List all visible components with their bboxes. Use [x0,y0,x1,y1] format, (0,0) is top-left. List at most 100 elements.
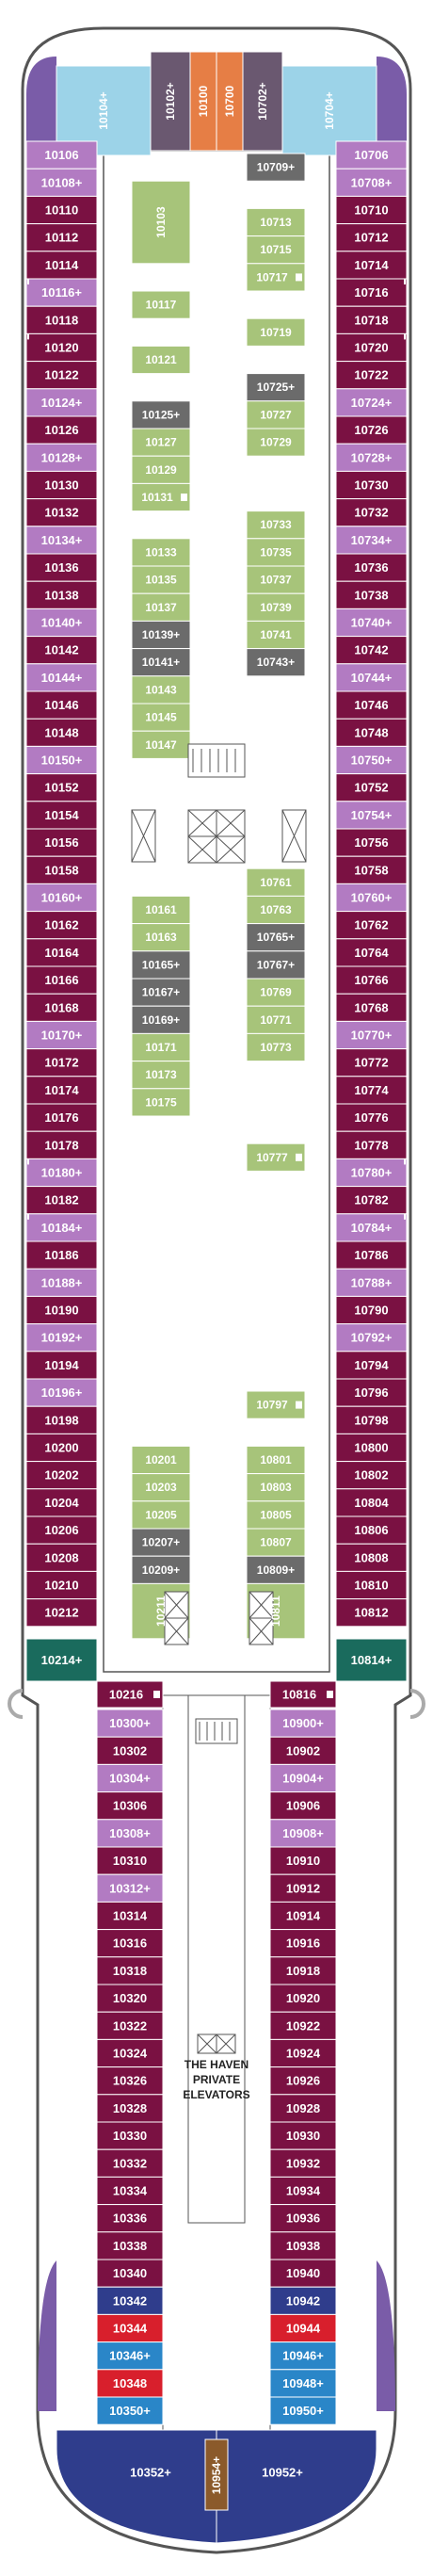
cabin-box[interactable] [335,690,408,720]
cabin-box[interactable] [335,498,408,527]
cabin-10182[interactable] [25,1186,98,1215]
cabin-box[interactable] [131,1005,191,1034]
cabin-10174[interactable] [25,1076,98,1105]
cabin-10727[interactable] [246,400,306,429]
cabin-box[interactable] [335,1638,408,1682]
cabin-10330[interactable] [96,2121,164,2150]
cabin-box[interactable] [96,2148,164,2178]
cabin-10776[interactable] [335,1103,408,1132]
cabin-box[interactable] [335,1103,408,1132]
cabin-10722[interactable] [335,361,408,390]
cabin-10758[interactable] [335,855,408,884]
cabin-10713[interactable] [246,207,306,237]
cabin-box[interactable] [246,1555,306,1584]
cabin-box[interactable] [269,1763,337,1793]
cabin-box[interactable] [25,1130,98,1159]
cabin-box[interactable] [335,168,408,197]
cabin-box[interactable] [335,636,408,665]
cabin-box[interactable] [246,1142,306,1172]
cabin-10812[interactable] [335,1598,408,1628]
cabin-box[interactable] [96,2094,164,2123]
cabin-10108[interactable] [25,168,98,197]
cabin-10139[interactable] [131,620,191,650]
cabin-box[interactable] [246,1390,306,1419]
cabin-10136[interactable] [25,553,98,582]
cabin-10126[interactable] [25,415,98,445]
cabin-box[interactable] [269,2341,337,2371]
cabin-box[interactable] [25,1598,98,1628]
cabin-box[interactable] [246,1032,306,1062]
cabin-10732[interactable] [335,498,408,527]
cabin-box[interactable] [25,1076,98,1105]
cabin-box[interactable] [25,1515,98,1545]
cabin-10172[interactable] [25,1048,98,1077]
cabin-box[interactable] [96,2204,164,2233]
cabin-box[interactable] [269,2231,337,2260]
cabin-10767[interactable] [246,950,306,980]
cabin-box[interactable] [269,2066,337,2096]
cabin-10202[interactable] [25,1461,98,1490]
cabin-10920[interactable] [269,1984,337,2013]
cabin-box[interactable] [246,565,306,594]
cabin-box[interactable] [96,2259,164,2288]
cabin-10130[interactable] [25,470,98,500]
cabin-box[interactable] [25,332,98,363]
cabin-10214[interactable] [25,1638,98,1682]
cabin-10940[interactable] [269,2259,337,2288]
cabin-10934[interactable] [269,2176,337,2206]
cabin-box[interactable] [269,1846,337,1875]
cabin-10332[interactable] [96,2148,164,2178]
cabin-10730[interactable] [335,470,408,500]
cabin-10104[interactable] [56,65,152,156]
cabin-box[interactable] [269,1929,337,1958]
cabin-10918[interactable] [269,1956,337,1985]
cabin-box[interactable] [335,1048,408,1077]
cabin-box[interactable] [131,565,191,594]
cabin-10944[interactable] [269,2313,337,2343]
cabin-box[interactable] [96,1984,164,2013]
cabin-box[interactable] [25,828,98,857]
cabin-10922[interactable] [269,2011,337,2040]
cabin-box[interactable] [246,153,306,182]
cabin-10188[interactable] [25,1268,98,1297]
cabin-10212[interactable] [25,1598,98,1628]
cabin-box[interactable] [269,2121,337,2150]
cabin-10928[interactable] [269,2094,337,2123]
cabin-box[interactable] [96,2313,164,2343]
cabin-box[interactable] [25,443,98,472]
cabin-box[interactable] [269,1709,337,1738]
cabin-box[interactable] [335,1323,408,1353]
cabin-10761[interactable] [246,867,306,897]
cabin-box[interactable] [246,950,306,980]
cabin-10184[interactable] [25,1213,98,1242]
cabin-10165[interactable] [131,950,191,980]
cabin-10736[interactable] [335,553,408,582]
cabin-box[interactable] [25,305,98,334]
cabin-box[interactable] [335,140,408,170]
cabin-box[interactable] [335,1240,408,1270]
cabin-10140[interactable] [25,608,98,638]
cabin-10772[interactable] [335,1048,408,1077]
cabin-10322[interactable] [96,2011,164,2040]
cabin-10773[interactable] [246,1032,306,1062]
cabin-box[interactable] [269,2038,337,2068]
cabin-box[interactable] [96,1791,164,1821]
cabin-10112[interactable] [25,223,98,252]
cabin-box[interactable] [96,1709,164,1738]
cabin-10754[interactable] [335,801,408,830]
cabin-10742[interactable] [335,636,408,665]
cabin-10720[interactable] [335,332,408,363]
cabin-box[interactable] [335,745,408,775]
cabin-10709[interactable] [246,153,306,182]
cabin-10790[interactable] [335,1295,408,1325]
cabin-box[interactable] [96,1873,164,1903]
cabin-10100[interactable] [189,51,217,152]
cabin-box[interactable] [269,1984,337,2013]
cabin-box[interactable] [335,553,408,582]
cabin-10135[interactable] [131,565,191,594]
cabin-box[interactable] [96,2038,164,2068]
cabin-box[interactable] [25,745,98,775]
cabin-10741[interactable] [246,620,306,650]
cabin-box[interactable] [246,1445,306,1475]
cabin-10796[interactable] [335,1378,408,1407]
